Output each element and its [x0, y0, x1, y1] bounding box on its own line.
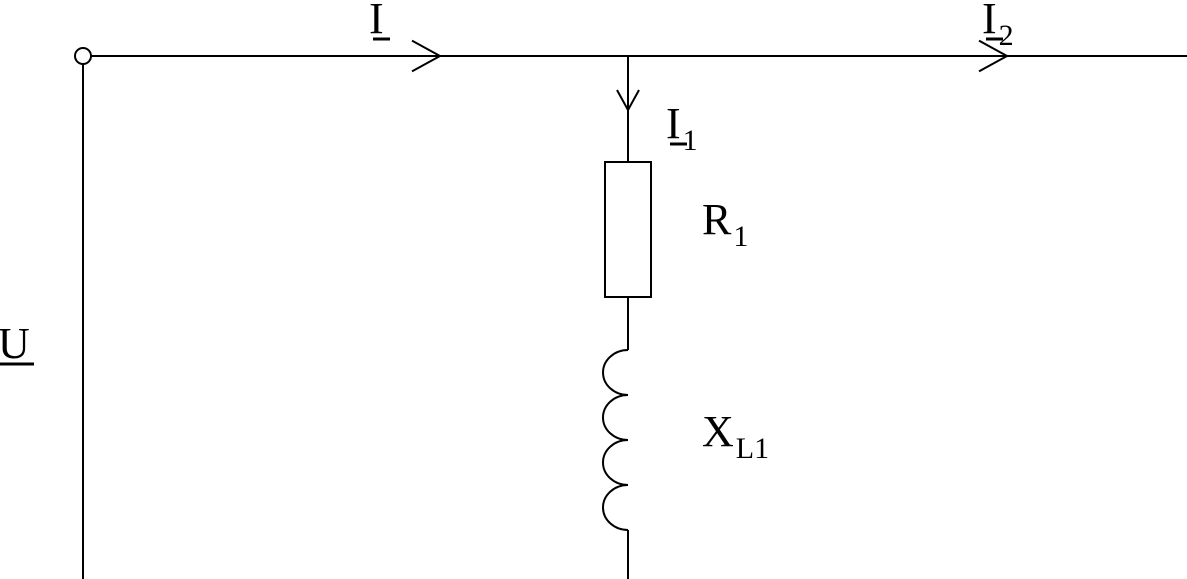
inductor-l1: [603, 350, 628, 530]
label-xl1: XL1: [702, 407, 769, 465]
label-r1: R1: [702, 195, 748, 253]
label-r1-sub: 1: [733, 220, 748, 253]
label-u: U: [0, 319, 30, 368]
terminal-node: [75, 48, 91, 64]
label-i1-sub: 1: [683, 124, 698, 157]
resistor-r1: [605, 162, 651, 297]
label-i1: I1: [666, 99, 698, 157]
label-i2-sub: 2: [999, 19, 1014, 52]
label-i: I: [369, 0, 384, 43]
label-xl1-sub: L1: [736, 432, 769, 465]
